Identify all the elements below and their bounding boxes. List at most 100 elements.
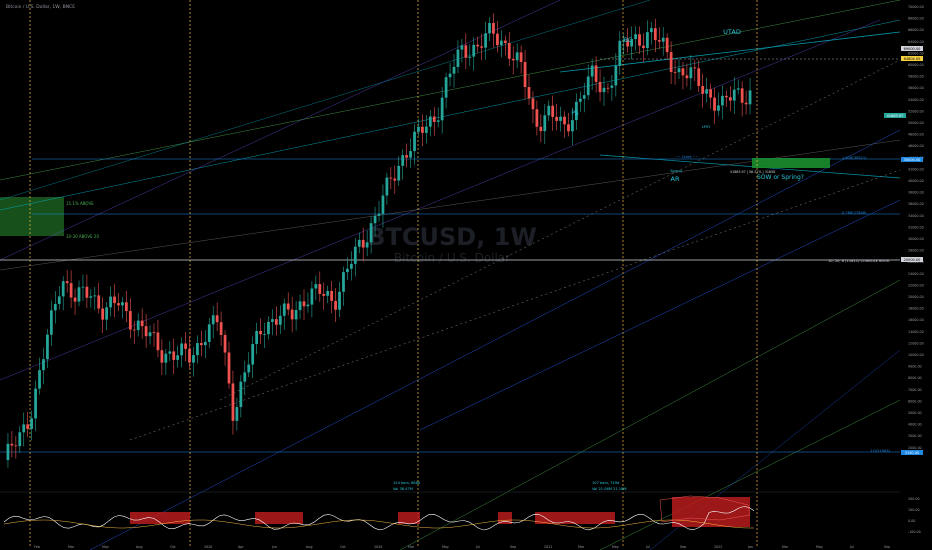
candle-body xyxy=(713,97,716,111)
candle-body xyxy=(6,443,10,461)
candle-body xyxy=(267,321,270,335)
candle-body xyxy=(721,95,724,106)
candle-body xyxy=(693,67,697,69)
candle-body xyxy=(215,315,219,323)
candle-body xyxy=(574,101,578,121)
indicator-line-signal xyxy=(3,519,754,529)
y-tick-label: 56000.00 xyxy=(908,86,924,90)
candle-body xyxy=(464,45,468,58)
tag-current-bg xyxy=(884,113,906,118)
candle-body xyxy=(480,46,484,48)
candle-body xyxy=(689,67,693,79)
candles-series xyxy=(6,13,752,468)
x-tick-label: May xyxy=(816,545,823,549)
candle-body xyxy=(547,105,551,116)
candle-body xyxy=(492,22,495,34)
candle-body xyxy=(53,303,57,311)
candle-body xyxy=(310,288,314,305)
candle-body xyxy=(488,22,491,34)
candle-body xyxy=(156,332,160,351)
sow-box xyxy=(752,158,830,168)
candle-body xyxy=(440,97,444,121)
candle-body xyxy=(598,81,602,93)
candle-body xyxy=(448,73,452,78)
candle-body xyxy=(255,331,259,345)
candle-body xyxy=(456,49,460,67)
x-tick-label: Apr xyxy=(238,545,244,549)
tag-low: 3150.00 xyxy=(905,451,919,455)
candle-body xyxy=(294,310,298,320)
candle-body xyxy=(10,443,14,446)
trend-line-dashed xyxy=(219,59,901,401)
y-tick-label: 16000.00 xyxy=(908,318,924,322)
candle-body xyxy=(49,310,53,335)
candle-body xyxy=(551,105,555,117)
y-tick-label: 42000.00 xyxy=(908,167,924,171)
candle-body xyxy=(732,89,736,101)
trend-line xyxy=(0,139,901,271)
candle-body xyxy=(460,45,464,50)
candle-body xyxy=(677,68,681,73)
candle-body xyxy=(531,98,535,110)
y-tick-label: 4000.00 xyxy=(908,423,922,427)
candle-body xyxy=(77,287,81,302)
candle-body xyxy=(136,320,140,331)
candle-body xyxy=(144,326,148,337)
y-tick-label: 14000.00 xyxy=(908,330,924,334)
label-ar: AR xyxy=(671,175,680,183)
y-tick-label: 3000.00 xyxy=(908,434,922,438)
vline-stats-1b: Vol 38.47M xyxy=(393,487,413,491)
y-tick-label: 8000.00 xyxy=(908,376,922,380)
price-axis[interactable] xyxy=(900,0,932,550)
candle-body xyxy=(523,62,527,88)
trend-line xyxy=(399,279,901,550)
candle-body xyxy=(681,68,685,76)
zone-label-1: 15.1% ABOVE xyxy=(66,201,94,206)
y-tick-label: 60000.00 xyxy=(908,63,924,67)
x-tick-label: Sep xyxy=(680,545,686,549)
candle-body xyxy=(397,165,401,181)
candle-body xyxy=(247,364,251,373)
candle-body xyxy=(207,324,211,342)
indicator-tick-label: 200.00 xyxy=(908,497,920,501)
symbol-header: Bitcoin / U.S. Dollar, 1W, BNCE xyxy=(6,4,75,10)
x-tick-label: 2020 xyxy=(204,545,212,549)
label-utad: UTAD xyxy=(723,28,741,36)
candle-body xyxy=(243,372,247,382)
candle-body xyxy=(717,105,720,111)
candle-body xyxy=(563,116,566,125)
candle-body xyxy=(724,95,728,98)
y-tick-label: 18000.00 xyxy=(908,307,924,311)
y-tick-label: 70000.00 xyxy=(908,5,924,9)
y-tick-label: 54000.00 xyxy=(908,98,924,102)
y-tick-label: 58000.00 xyxy=(908,75,924,79)
candle-body xyxy=(180,343,184,356)
candle-body xyxy=(346,268,349,273)
candle-body xyxy=(697,68,701,87)
x-tick-label: Mar xyxy=(408,545,415,549)
candle-body xyxy=(653,28,657,41)
candle-body xyxy=(496,33,499,46)
candle-body xyxy=(353,246,357,264)
candle-body xyxy=(22,424,26,433)
candle-body xyxy=(128,311,132,330)
candle-body xyxy=(484,33,487,48)
candle-body xyxy=(42,359,45,371)
label-spring: Spring xyxy=(670,169,682,173)
candle-body xyxy=(586,76,590,96)
y-tick-label: 66000.00 xyxy=(908,28,924,32)
candle-body xyxy=(582,95,586,99)
candle-body xyxy=(349,263,353,269)
watermark-name: Bitcoin / U.S. Dollar xyxy=(394,251,510,265)
candle-body xyxy=(57,296,61,304)
x-tick-label: Feb xyxy=(34,545,40,549)
candle-body xyxy=(614,65,618,86)
x-tick-label: Jul xyxy=(849,545,854,549)
candle-body xyxy=(361,239,365,248)
candle-body xyxy=(428,116,432,127)
candle-body xyxy=(124,302,128,312)
trend-line xyxy=(0,19,881,381)
candle-body xyxy=(61,281,65,297)
